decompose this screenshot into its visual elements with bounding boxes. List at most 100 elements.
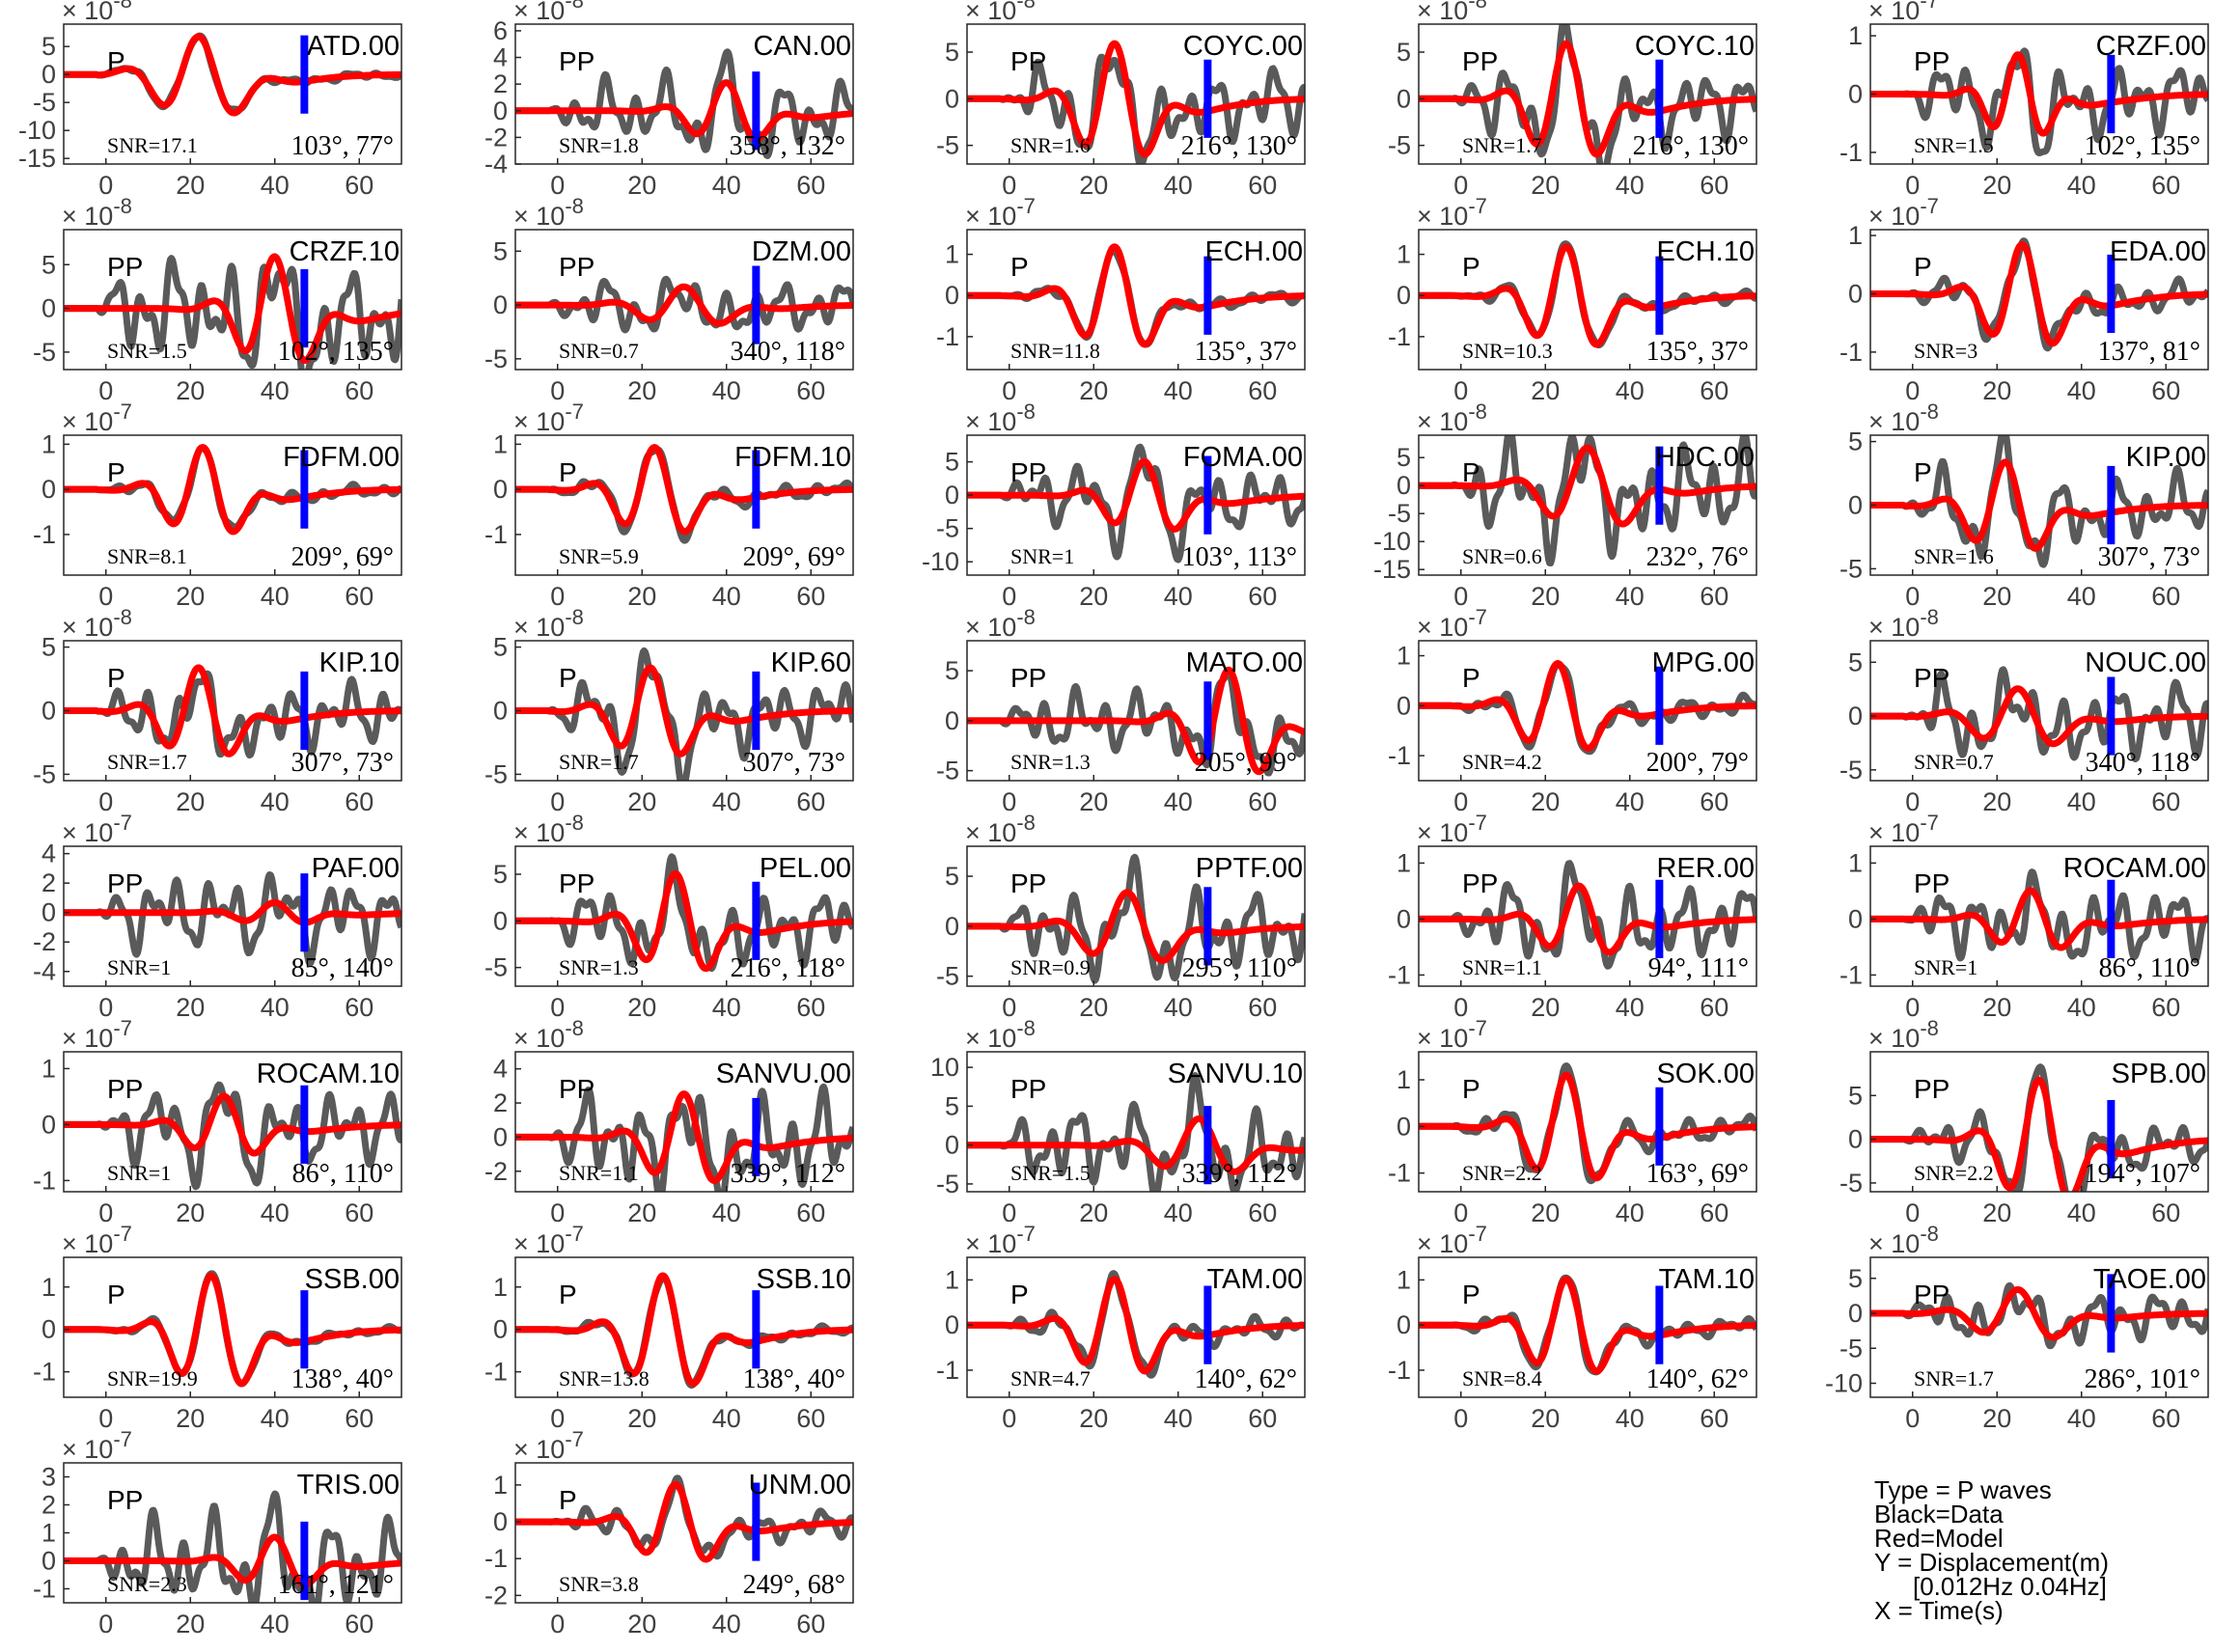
- panel-dzm-00: 0 20 40 60 5 0 -5 × 10-8 PP DZM.00 SNR=0.7 340°, 11…: [484, 194, 854, 405]
- x-tick-label: 0: [550, 582, 565, 611]
- x-tick-label: 60: [345, 1198, 373, 1227]
- x-tick-label: 20: [627, 171, 656, 200]
- y-tick-label: 2: [41, 1491, 56, 1520]
- x-tick-label: 0: [98, 1610, 113, 1638]
- x-tick-label: 20: [176, 993, 205, 1022]
- model-trace: [1419, 660, 1756, 752]
- y-tick-label: 0: [41, 1547, 56, 1576]
- y-tick-label: 0: [1397, 1310, 1411, 1339]
- snr-label: SNR=1.7: [1914, 1366, 1994, 1390]
- y-tick-label: 0: [945, 1131, 959, 1160]
- x-tick-label: 40: [261, 582, 290, 611]
- panel-mato-00: 0 20 40 60 5 0 -5 × 10-8 PP MATO.00 SNR=1.3 205°, 9…: [936, 605, 1306, 816]
- legend-black: Black=Data: [1874, 1500, 2004, 1528]
- azimuth-label: 249°, 68°: [743, 1570, 845, 1600]
- y-tick-label: 0: [493, 96, 508, 125]
- axes-box: [966, 1051, 1306, 1193]
- phase-label: PP: [559, 868, 595, 898]
- y-tick-label: -2: [484, 123, 508, 151]
- x-tick-label: 60: [1700, 582, 1728, 611]
- x-tick-label: 40: [1164, 376, 1193, 405]
- phase-label: PP: [107, 1485, 143, 1515]
- azimuth-label: 340°, 118°: [2086, 748, 2200, 778]
- y-tick-label: 1: [1397, 1265, 1411, 1294]
- y-tick-label: -4: [484, 150, 508, 179]
- panel-crzf-10: 0 20 40 60 5 0 -5 × 10-8 PP CRZF.10 SNR=1.5 102°, 1…: [33, 194, 402, 405]
- axes-box: [966, 640, 1306, 782]
- x-tick-label: 0: [1002, 171, 1016, 200]
- phase-label: PP: [1010, 46, 1046, 76]
- model-trace: [967, 243, 1305, 348]
- model-trace: [1419, 1276, 1756, 1375]
- panel-fdfm-10: 0 20 40 60 1 0 -1 × 10-7 P FDFM.10 SNR=5.9 209°, 69…: [484, 399, 854, 611]
- y-tick-label: 0: [945, 481, 959, 509]
- phase-label: P: [107, 1280, 125, 1309]
- x-tick-label: 0: [98, 171, 113, 200]
- y-tick-label: -15: [1373, 555, 1411, 584]
- x-tick-label: 20: [1079, 787, 1108, 816]
- x-tick-label: 40: [712, 582, 741, 611]
- model-trace: [967, 1115, 1305, 1175]
- axes-box: [966, 23, 1306, 165]
- x-tick-label: 20: [176, 582, 205, 611]
- x-tick-label: 60: [796, 1610, 825, 1638]
- panel-tam-10: 0 20 40 60 1 0 -1 × 10-7 P TAM.10 SNR=8.4 140°, 62°: [1388, 1222, 1757, 1433]
- y-exponent-label: × 10-8: [965, 399, 1036, 436]
- y-tick-label: -1: [1388, 741, 1411, 770]
- azimuth-label: 307°, 73°: [291, 748, 394, 778]
- x-tick-label: 20: [627, 1198, 656, 1227]
- snr-label: SNR=17.1: [107, 133, 198, 157]
- azimuth-label: 86°, 110°: [292, 1159, 394, 1189]
- model-trace: [967, 40, 1305, 158]
- x-tick-label: 0: [1453, 582, 1468, 611]
- x-tick-label: 60: [2151, 787, 2180, 816]
- station-label: EDA.00: [2110, 236, 2206, 267]
- x-tick-label: 60: [796, 582, 825, 611]
- snr-label: SNR=0.7: [1914, 750, 1994, 774]
- y-exponent-label: × 10-8: [513, 605, 584, 642]
- snr-label: SNR=3.8: [559, 1572, 639, 1596]
- phase-label: P: [559, 663, 577, 693]
- snr-label: SNR=4.7: [1010, 1366, 1091, 1390]
- x-tick-label: 40: [1164, 1404, 1193, 1433]
- snr-label: SNR=13.8: [559, 1366, 650, 1390]
- y-tick-label: -15: [18, 144, 56, 173]
- x-tick-label: 0: [1453, 1404, 1468, 1433]
- azimuth-label: 161°, 121°: [278, 1570, 394, 1600]
- station-label: SPB.00: [2112, 1059, 2206, 1089]
- x-tick-label: 60: [1700, 787, 1728, 816]
- snr-label: SNR=1: [1914, 955, 1977, 979]
- x-tick-label: 0: [1453, 787, 1468, 816]
- y-tick-label: 6: [493, 16, 508, 45]
- x-tick-label: 0: [1905, 376, 1920, 405]
- y-tick-label: -1: [1388, 960, 1411, 989]
- x-tick-label: 40: [712, 1198, 741, 1227]
- x-tick-label: 60: [2151, 1198, 2180, 1227]
- station-label: MATO.00: [1186, 647, 1303, 678]
- model-trace: [1870, 240, 2208, 347]
- x-tick-label: 40: [2067, 582, 2096, 611]
- y-tick-label: -5: [484, 759, 508, 788]
- x-tick-label: 0: [98, 787, 113, 816]
- data-trace: [967, 853, 1305, 984]
- snr-label: SNR=1.8: [559, 133, 639, 157]
- panel-ssb-00: 0 20 40 60 1 0 -1 × 10-7 P SSB.00 SNR=19.9 138°, 40…: [33, 1222, 402, 1433]
- station-label: COYC.10: [1635, 31, 1755, 62]
- y-tick-label: 5: [41, 32, 56, 61]
- y-tick-label: 0: [493, 697, 508, 726]
- phase-label: P: [1462, 252, 1480, 282]
- phase-label: P: [107, 46, 125, 76]
- model-trace: [967, 1276, 1305, 1375]
- x-tick-label: 0: [1905, 1198, 1920, 1227]
- axes-box: [514, 845, 854, 987]
- x-tick-label: 0: [1905, 171, 1920, 200]
- x-tick-label: 60: [2151, 582, 2180, 611]
- y-tick-label: 0: [493, 290, 508, 319]
- x-tick-label: 20: [1982, 582, 2011, 611]
- model-trace: [515, 664, 853, 757]
- panel-kip-00: 0 20 40 60 5 0 -5 × 10-8 P KIP.00 SNR=1.6 307°, 73°: [1839, 399, 2209, 611]
- model-trace: [1870, 685, 2208, 748]
- model-trace: [515, 869, 853, 973]
- x-tick-label: 40: [261, 1404, 290, 1433]
